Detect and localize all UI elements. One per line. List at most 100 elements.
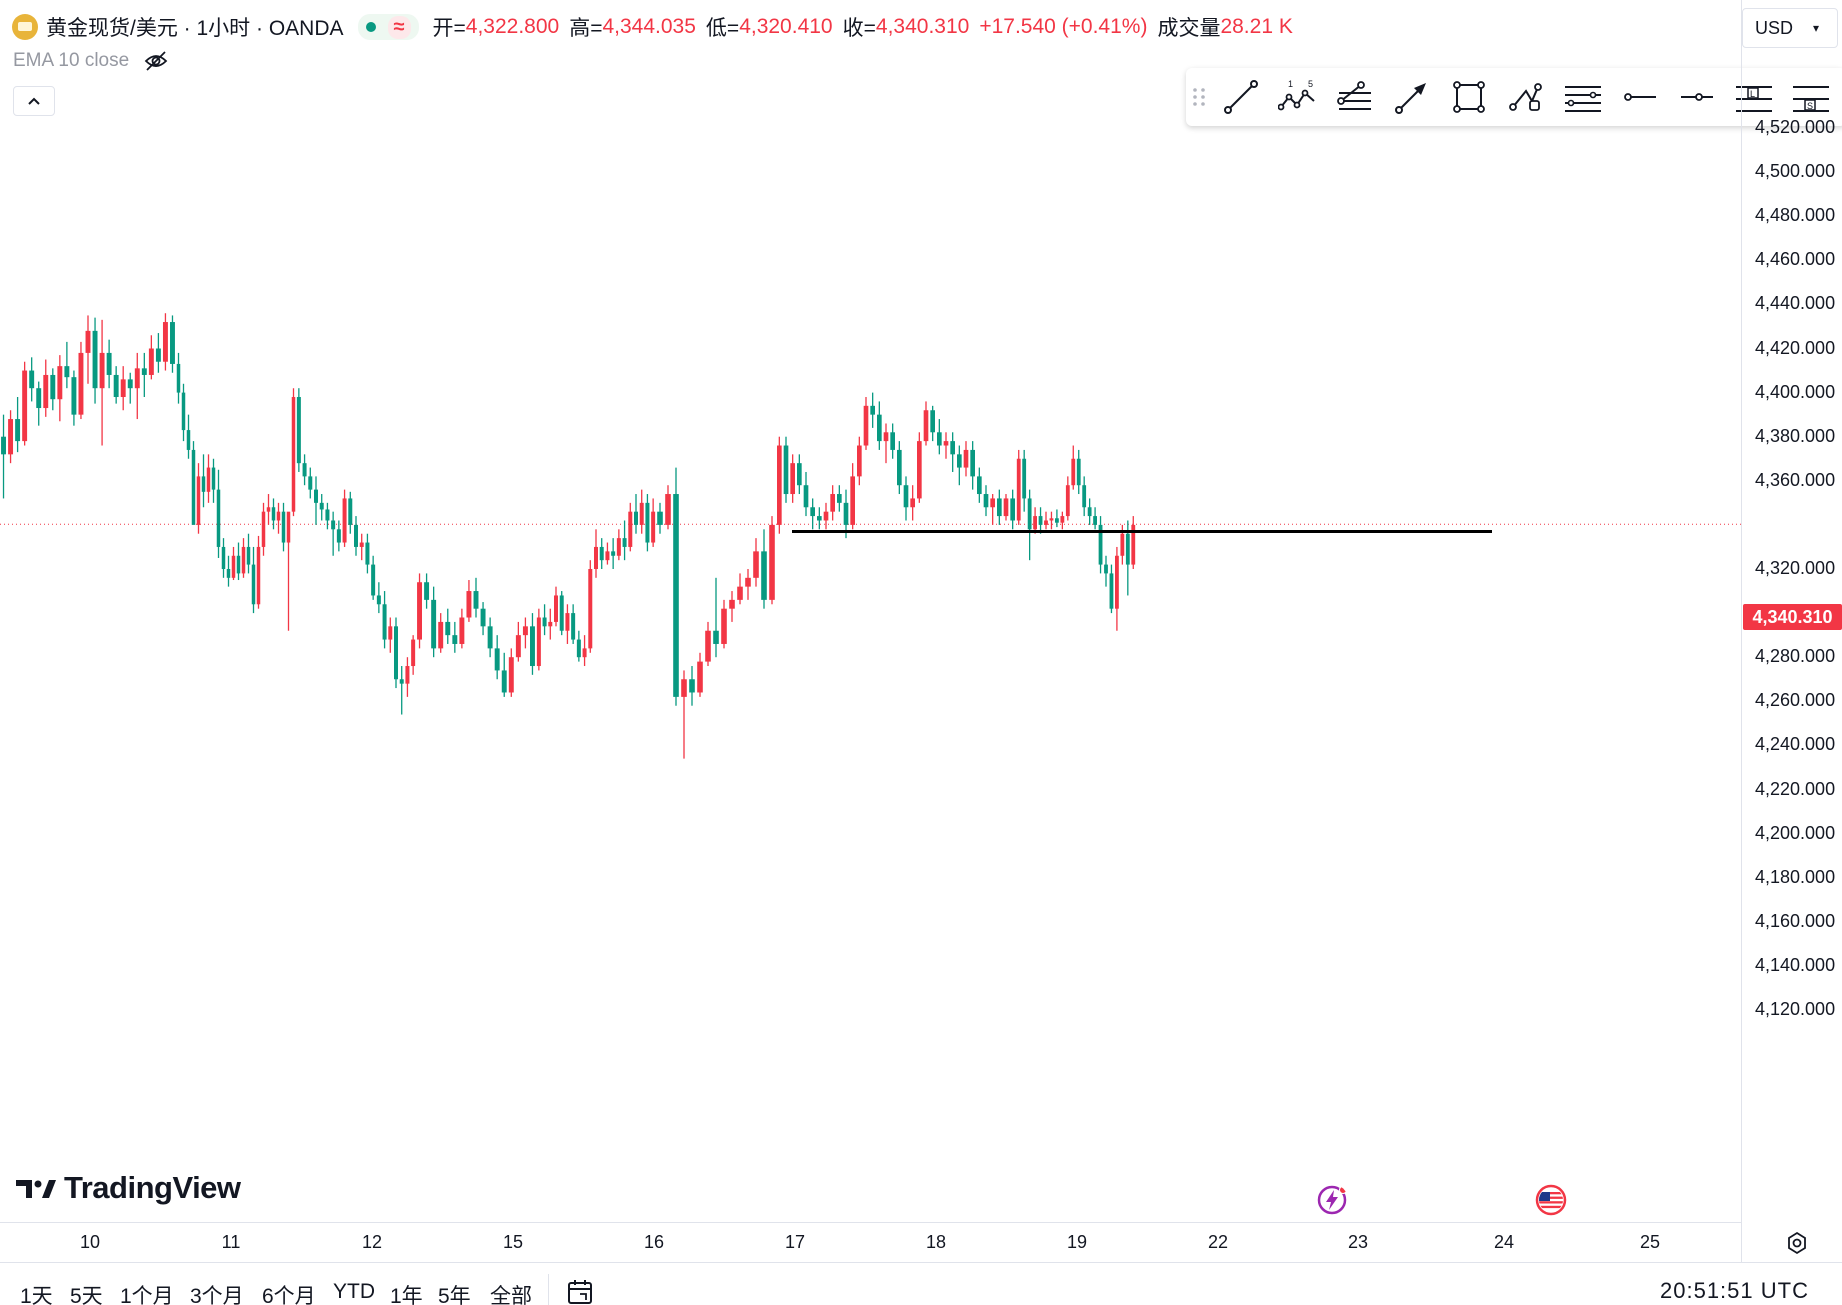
candle (43, 359, 49, 417)
short-position-icon[interactable]: S (1782, 68, 1839, 126)
symbol-legend: 黄金现货/美元 · 1小时 · OANDA ≈ 开= 4,322.800 高= … (12, 12, 1303, 42)
candle (737, 573, 743, 605)
candle (394, 617, 398, 689)
collapse-legend-button[interactable] (13, 86, 55, 116)
candle (29, 357, 35, 402)
close-label: 收= (842, 17, 876, 40)
time-tick-label: 11 (221, 1232, 241, 1252)
settings-icon[interactable] (1782, 1228, 1812, 1258)
symbol-title[interactable]: 黄金现货/美元 · 1小时 · OANDA (46, 17, 344, 40)
range-button[interactable]: YTD (333, 1280, 375, 1303)
candle (1076, 449, 1081, 495)
candle (148, 335, 154, 380)
time-tick-label: 22 (1207, 1232, 1229, 1252)
price-tick-label: 4,400.000 (1755, 381, 1836, 402)
candle (281, 502, 286, 552)
horizontal-line-icon[interactable] (1668, 68, 1725, 126)
candle (761, 529, 767, 609)
candle (359, 533, 364, 561)
candle (57, 355, 63, 422)
candle (1071, 445, 1076, 490)
trend-line-icon[interactable] (1212, 68, 1269, 126)
candle (319, 494, 324, 521)
candle (1033, 507, 1037, 534)
candle (113, 366, 119, 404)
range-button[interactable]: 3个月 (190, 1285, 244, 1305)
candle (1055, 509, 1059, 528)
range-button[interactable]: 5天 (70, 1285, 103, 1305)
price-tick-label: 4,160.000 (1755, 910, 1836, 931)
path-icon[interactable] (1497, 68, 1554, 126)
time-tick-label: 17 (784, 1232, 806, 1252)
rectangle-icon[interactable] (1440, 68, 1497, 126)
candle (271, 498, 276, 530)
range-button[interactable]: 1个月 (120, 1285, 174, 1305)
range-button[interactable]: 1天 (20, 1285, 53, 1305)
price-tick-label: 4,140.000 (1755, 954, 1836, 975)
price-tick-label: 4,360.000 (1755, 469, 1836, 490)
high-label: 高= (569, 17, 603, 40)
us-flag-event-icon[interactable] (1535, 1184, 1567, 1216)
candle (1087, 498, 1092, 525)
candle (605, 542, 610, 565)
candle (611, 538, 616, 569)
range-button[interactable]: 1年 (390, 1285, 423, 1305)
candle (480, 602, 486, 636)
svg-text:1: 1 (1288, 79, 1293, 89)
calendar-goto-icon[interactable] (566, 1278, 596, 1305)
range-button[interactable]: 全部 (490, 1285, 532, 1305)
hidden-eye-icon[interactable] (143, 50, 169, 72)
indicator-legend[interactable]: EMA 10 close (13, 50, 169, 72)
range-button[interactable]: 6个月 (262, 1285, 316, 1305)
candle (466, 580, 472, 622)
watermark-text: TradingView (64, 1170, 241, 1205)
candle (494, 635, 500, 680)
candle (634, 494, 638, 534)
volume-label: 成交量 (1157, 17, 1221, 40)
lightning-event-icon[interactable] (1316, 1184, 1348, 1216)
candle (120, 366, 126, 411)
candle (622, 520, 627, 561)
candle (943, 432, 949, 459)
market-status-pill[interactable]: ≈ (357, 14, 419, 40)
candle (231, 546, 236, 581)
utc-clock[interactable]: 20:51:51 UTC (1660, 1278, 1809, 1303)
candle (745, 569, 751, 600)
candle (296, 388, 301, 472)
candle (336, 520, 341, 552)
candle (85, 315, 91, 384)
horizontal-ray-icon[interactable] (1611, 68, 1668, 126)
candle (1044, 511, 1048, 530)
time-tick-label: 19 (1066, 1232, 1088, 1252)
drag-handle-icon[interactable] (1186, 68, 1212, 126)
candle (1065, 476, 1070, 521)
candle (903, 476, 909, 521)
candlestick-chart[interactable] (0, 0, 1741, 1222)
arrow-icon[interactable] (1383, 68, 1440, 126)
candle (616, 529, 621, 561)
candle (155, 333, 161, 373)
fib-retracement-icon[interactable] (1326, 68, 1383, 126)
candle (417, 573, 422, 649)
time-tick-label: 23 (1347, 1232, 1369, 1252)
candle (810, 498, 815, 530)
candle (302, 454, 307, 486)
range-button[interactable]: 5年 (438, 1285, 471, 1305)
candle (599, 538, 604, 569)
candle (1003, 494, 1009, 521)
chevron-up-icon (28, 97, 40, 105)
candle (216, 469, 221, 558)
candle (276, 502, 281, 534)
parallel-lines-icon[interactable] (1554, 68, 1611, 126)
svg-text:L: L (1750, 89, 1755, 99)
candle (536, 608, 541, 671)
currency-select[interactable]: USD ▾ (1742, 8, 1838, 48)
low-value: 4,320.410 (739, 15, 833, 38)
candle (983, 485, 989, 517)
candle (78, 341, 84, 420)
candle (241, 538, 246, 578)
candle (256, 535, 261, 609)
price-tick-label: 4,180.000 (1755, 866, 1836, 887)
